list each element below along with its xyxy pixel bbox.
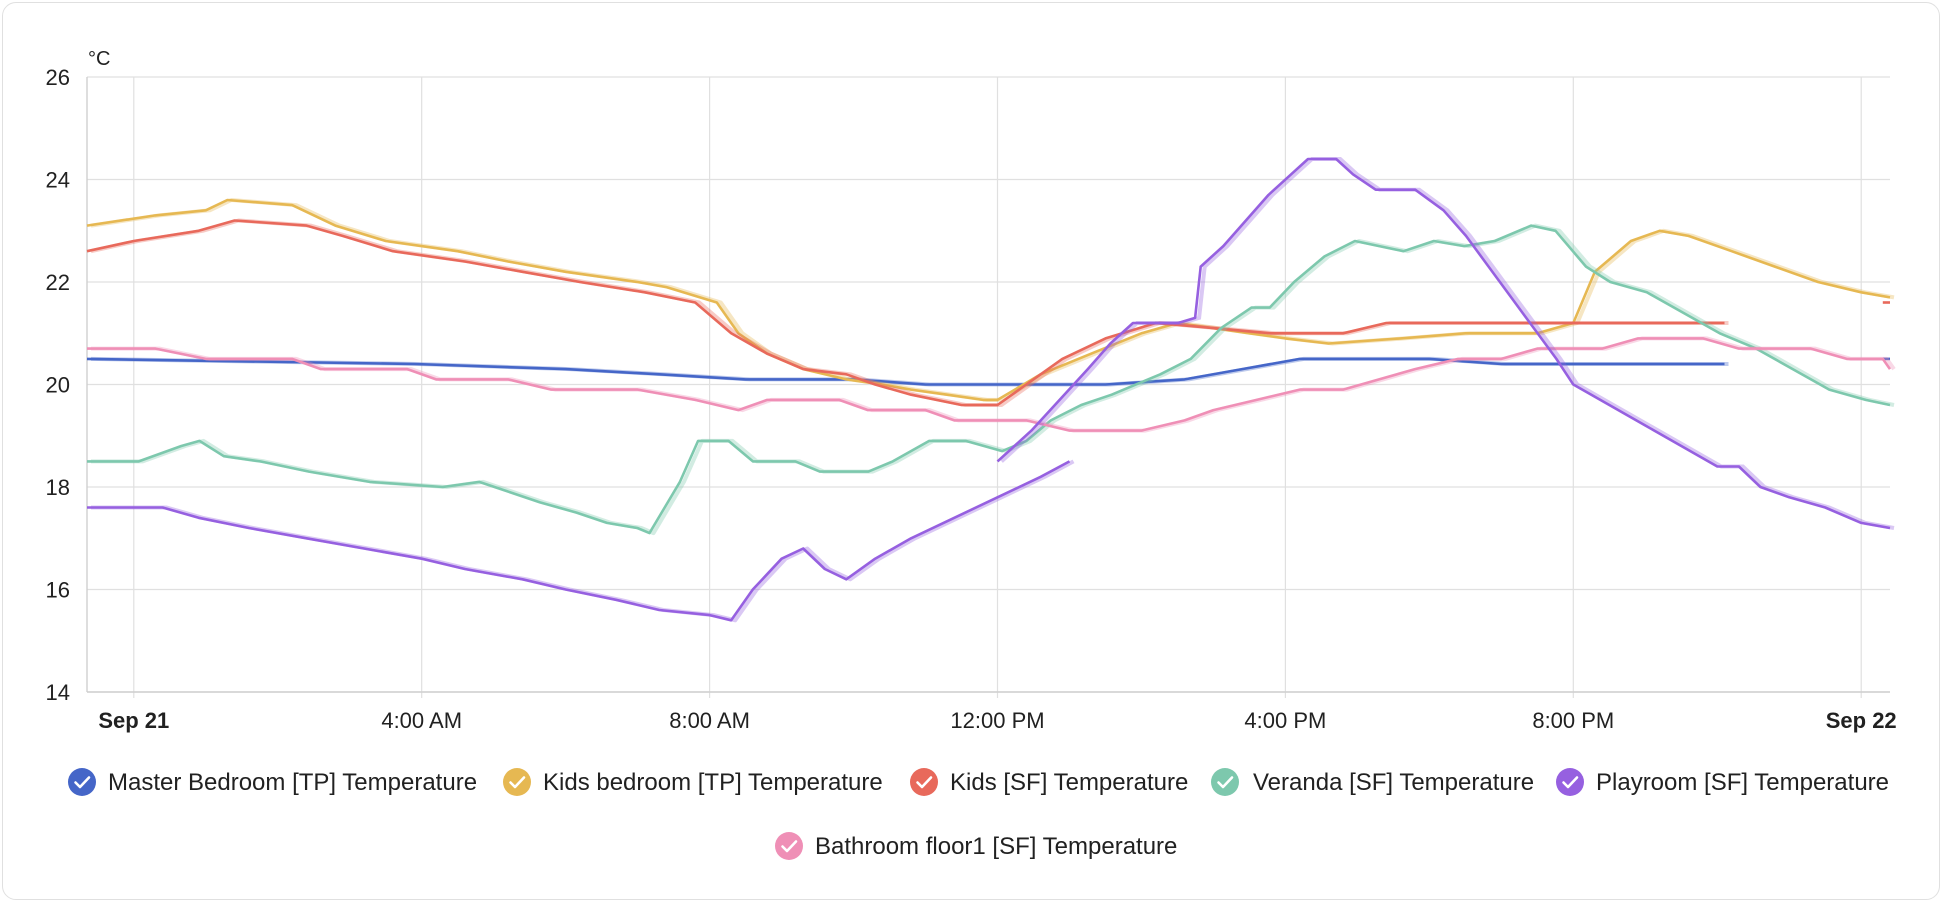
series-line-0[interactable] [86, 357, 1725, 386]
checkmark-icon [74, 776, 91, 789]
checkmark-icon [1562, 776, 1579, 789]
series-line-1[interactable] [86, 198, 1891, 402]
y-axis-unit-label: °C [88, 48, 110, 70]
y-axis: °C 14 16 18 20 22 24 26 [46, 48, 111, 705]
legend-label: Bathroom floor1 [SF] Temperature [815, 833, 1177, 860]
legend-item[interactable]: Playroom [SF] Temperature [1556, 768, 1889, 796]
legend-checkbox[interactable] [503, 768, 531, 796]
checkmark-icon [509, 776, 526, 789]
legend-item[interactable]: Master Bedroom [TP] Temperature [68, 768, 477, 796]
chart-grid [86, 76, 1890, 698]
x-axis: Sep 21 4:00 AM 8:00 AM 12:00 PM 4:00 PM 8:00 … [98, 708, 1896, 733]
series-line-2[interactable] [86, 219, 1725, 407]
y-tick-label: 24 [46, 168, 70, 193]
series-line-5[interactable] [87, 337, 1892, 432]
legend-item[interactable]: Kids bedroom [TP] Temperature [503, 768, 883, 796]
x-tick-label: 8:00 PM [1532, 708, 1614, 733]
checkmark-icon [1217, 776, 1234, 789]
checkmark-icon [916, 776, 933, 789]
checkmark-icon [781, 840, 798, 853]
series-line-4-tail[interactable] [996, 157, 1891, 530]
y-tick-label: 14 [46, 680, 70, 705]
series-line-3[interactable] [87, 224, 1891, 535]
legend-item[interactable]: Kids [SF] Temperature [910, 768, 1188, 796]
legend-checkbox[interactable] [68, 768, 96, 796]
legend-label: Veranda [SF] Temperature [1253, 769, 1534, 796]
y-tick-label: 18 [46, 475, 70, 500]
x-tick-label: 4:00 AM [381, 708, 462, 733]
y-tick-label: 22 [46, 270, 70, 295]
series-line-4[interactable] [87, 460, 1071, 622]
legend-checkbox[interactable] [910, 768, 938, 796]
legend-item[interactable]: Bathroom floor1 [SF] Temperature [775, 832, 1177, 860]
y-tick-label: 16 [46, 578, 70, 603]
legend-label: Kids [SF] Temperature [950, 769, 1188, 796]
series-shadow-line [90, 218, 1729, 407]
legend-checkbox[interactable] [1211, 768, 1239, 796]
x-tick-label: Sep 21 [98, 708, 169, 733]
legend-checkbox[interactable] [775, 832, 803, 860]
legend-label: Playroom [SF] Temperature [1596, 769, 1889, 796]
y-tick-label: 26 [46, 65, 70, 90]
y-tick-label: 20 [46, 373, 70, 398]
x-tick-label: 4:00 PM [1244, 708, 1326, 733]
legend-label: Master Bedroom [TP] Temperature [108, 769, 477, 796]
chart-series[interactable] [86, 157, 1896, 623]
x-tick-label: 8:00 AM [669, 708, 750, 733]
chart-legend: Master Bedroom [TP] Temperature Kids bedr… [68, 768, 1889, 860]
series-shadow-line [91, 459, 1075, 623]
legend-label: Kids bedroom [TP] Temperature [543, 769, 883, 796]
legend-item[interactable]: Veranda [SF] Temperature [1211, 768, 1534, 796]
x-tick-label: Sep 22 [1826, 708, 1897, 733]
x-tick-label: 12:00 PM [950, 708, 1044, 733]
legend-checkbox[interactable] [1556, 768, 1584, 796]
